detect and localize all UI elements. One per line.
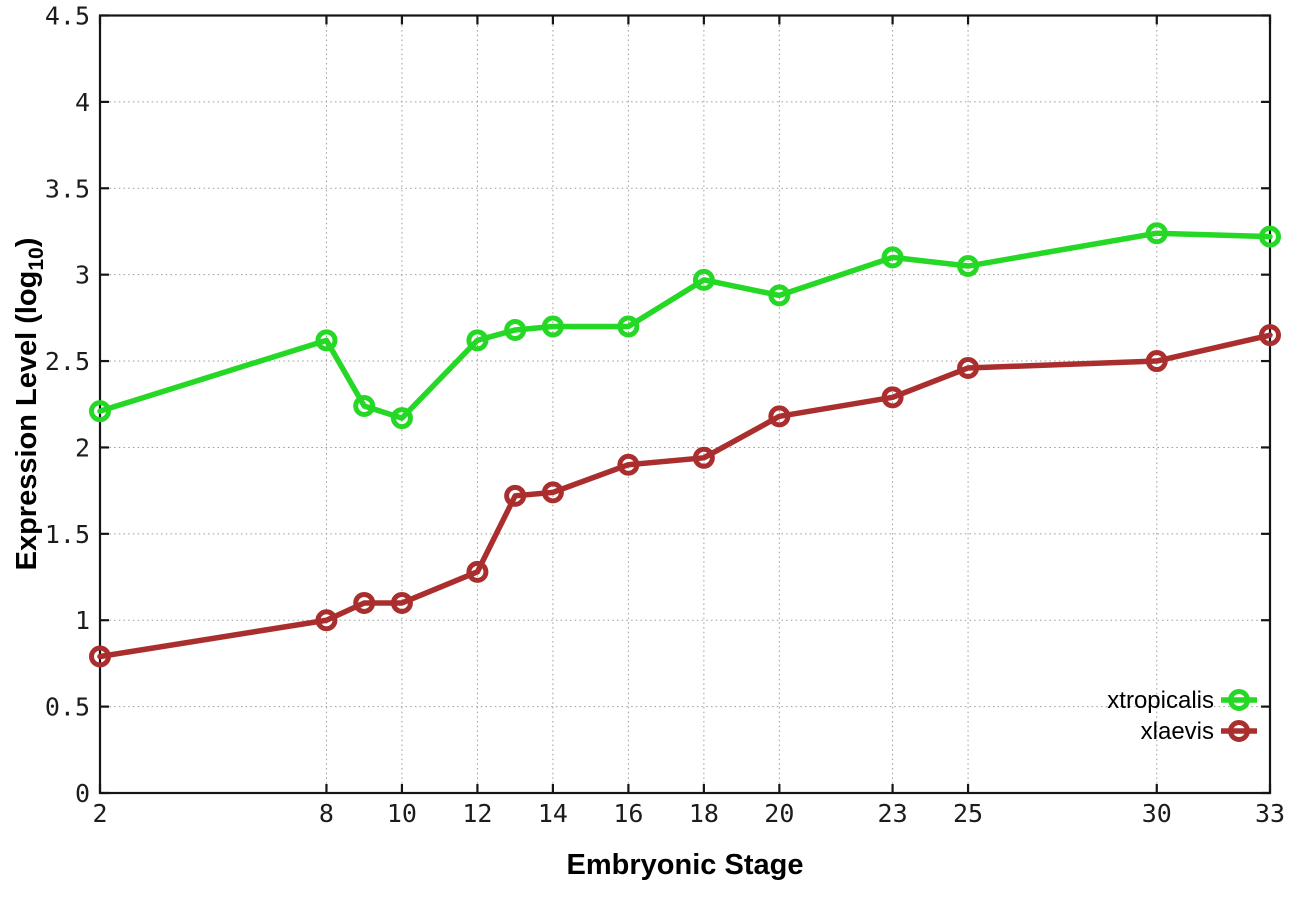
legend: xtropicalis xlaevis — [1107, 687, 1257, 745]
data-point-marker-xtropicalis — [1145, 222, 1168, 245]
data-point-marker-xtropicalis — [390, 407, 413, 430]
y-tick-label: 3 — [75, 261, 90, 290]
x-axis-title: Embryonic Stage — [567, 849, 804, 881]
y-tick-label: 1.5 — [45, 520, 90, 549]
y-tick-label: 2 — [75, 433, 90, 462]
y-axis-title-subscript: 10 — [25, 247, 48, 270]
data-point-marker-xlaevis — [504, 484, 527, 507]
y-axis-title-suffix: ) — [11, 238, 43, 248]
x-tick-label: 25 — [953, 799, 983, 828]
data-point-marker-xlaevis — [1145, 350, 1168, 373]
data-point-marker-xtropicalis — [353, 394, 376, 417]
data-point-marker-xlaevis — [768, 405, 791, 428]
data-point-marker-xtropicalis — [617, 315, 640, 338]
x-tick-label: 16 — [613, 799, 643, 828]
data-point-marker-xtropicalis — [1259, 225, 1281, 248]
gridlines — [100, 15, 1270, 793]
x-tick-label: 33 — [1255, 799, 1285, 828]
data-point-marker-xlaevis — [89, 645, 111, 668]
tick-labels: 2 8 10 12 14 16 18 20 23 25 30 33 0 0.5 1 1.5 2 2.5 3 3.5 4 4… — [45, 2, 1285, 829]
x-tick-label: 10 — [387, 799, 417, 828]
x-tick-label: 20 — [764, 799, 794, 828]
plot-frame — [98, 14, 1272, 795]
series-line-xtropicalis — [97, 230, 1273, 421]
data-point-marker-xtropicalis — [957, 255, 980, 278]
data-point-marker-xlaevis — [957, 356, 980, 379]
y-tick-label: 4.5 — [45, 2, 90, 31]
data-point-marker-xtropicalis — [315, 329, 338, 352]
x-tick-label: 14 — [538, 799, 568, 828]
data-point-marker-xtropicalis — [504, 318, 527, 341]
x-tick-label: 18 — [689, 799, 719, 828]
x-tick-label: 12 — [462, 799, 492, 828]
data-point-marker-xtropicalis — [466, 329, 489, 352]
series-layer — [89, 222, 1281, 668]
legend-label-xtropicalis: xtropicalis — [1107, 687, 1214, 714]
data-point-marker-xlaevis — [390, 591, 413, 614]
y-tick-label: 4 — [75, 88, 90, 117]
data-point-marker-xlaevis — [692, 446, 715, 469]
data-point-marker-xlaevis — [881, 386, 904, 409]
legend-label-xlaevis: xlaevis — [1141, 718, 1214, 745]
x-tick-label: 2 — [92, 799, 107, 828]
data-point-marker-xlaevis — [466, 560, 489, 583]
data-point-marker-xtropicalis — [881, 246, 904, 269]
data-point-marker-xtropicalis — [692, 268, 715, 291]
y-axis-title: Expression Level (log10) — [11, 238, 48, 571]
data-point-marker-xlaevis — [617, 453, 640, 476]
plot-border — [98, 14, 1272, 795]
legend-marker-icon-xtropicalis — [1228, 689, 1250, 711]
x-tick-label: 8 — [319, 799, 334, 828]
data-point-marker-xlaevis — [353, 591, 376, 614]
data-point-marker-xlaevis — [315, 609, 338, 632]
data-point-marker-xtropicalis — [768, 284, 791, 307]
y-tick-label: 3.5 — [45, 174, 90, 203]
data-point-marker-xlaevis — [1259, 324, 1281, 347]
legend-marker-icon-xlaevis — [1228, 720, 1250, 742]
data-point-marker-xtropicalis — [89, 400, 111, 423]
y-tick-label: 1 — [75, 606, 90, 635]
legend-item-xlaevis: xlaevis — [1141, 718, 1257, 745]
x-tick-label: 23 — [878, 799, 908, 828]
y-tick-label: 0.5 — [45, 693, 90, 722]
legend-item-xtropicalis: xtropicalis — [1107, 687, 1257, 714]
x-tick-label: 30 — [1142, 799, 1172, 828]
series-line-xlaevis — [97, 332, 1273, 660]
data-point-marker-xtropicalis — [541, 315, 564, 338]
y-tick-label: 2.5 — [45, 347, 90, 376]
data-point-marker-xlaevis — [541, 481, 564, 504]
y-tick-label: 0 — [75, 779, 90, 808]
y-axis-title-text: Expression Level (log — [11, 271, 43, 571]
